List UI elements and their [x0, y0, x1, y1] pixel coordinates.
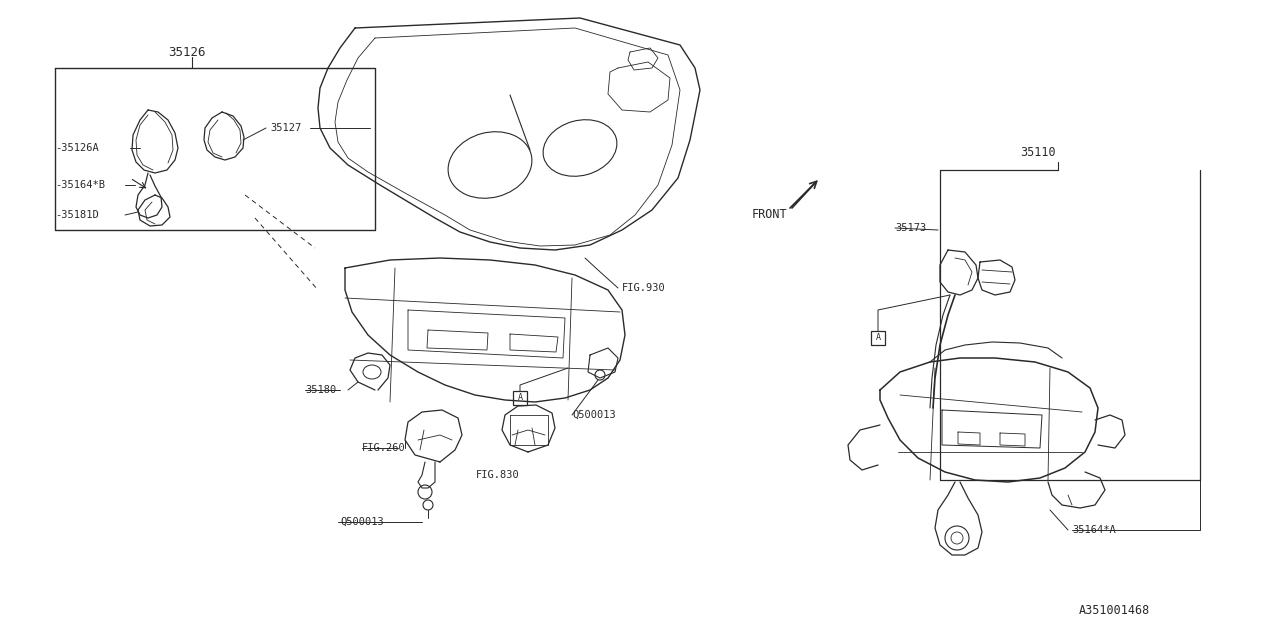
Text: 35164*A: 35164*A [1073, 525, 1116, 535]
Text: FRONT: FRONT [753, 209, 787, 221]
Text: 35180: 35180 [305, 385, 337, 395]
Text: -35126A: -35126A [55, 143, 99, 153]
Text: -35181D: -35181D [55, 210, 99, 220]
Text: Q500013: Q500013 [340, 517, 384, 527]
Text: -35164*B: -35164*B [55, 180, 105, 190]
Text: FIG.830: FIG.830 [476, 470, 520, 480]
Text: 35127: 35127 [270, 123, 301, 133]
Text: 35126: 35126 [168, 45, 206, 58]
Text: 35173: 35173 [895, 223, 927, 233]
Text: FIG.260: FIG.260 [362, 443, 406, 453]
Text: 35110: 35110 [1020, 145, 1056, 159]
Bar [513, 391, 527, 405]
Text: FIG.930: FIG.930 [622, 283, 666, 293]
Text: Q500013: Q500013 [572, 410, 616, 420]
Text: A351001468: A351001468 [1079, 604, 1149, 616]
Text: A: A [517, 394, 522, 403]
Text: A: A [876, 333, 881, 342]
Bar [870, 331, 884, 345]
